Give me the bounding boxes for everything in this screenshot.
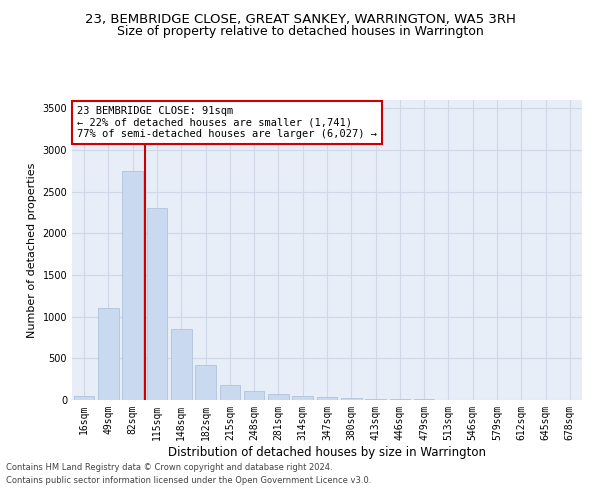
Text: Contains public sector information licensed under the Open Government Licence v3: Contains public sector information licen…: [6, 476, 371, 485]
Text: 23 BEMBRIDGE CLOSE: 91sqm
← 22% of detached houses are smaller (1,741)
77% of se: 23 BEMBRIDGE CLOSE: 91sqm ← 22% of detac…: [77, 106, 377, 139]
Bar: [292, 396, 313, 400]
Bar: [171, 329, 191, 400]
Text: 23, BEMBRIDGE CLOSE, GREAT SANKEY, WARRINGTON, WA5 3RH: 23, BEMBRIDGE CLOSE, GREAT SANKEY, WARRI…: [85, 12, 515, 26]
Bar: [122, 171, 143, 400]
Bar: [244, 391, 265, 400]
Text: Size of property relative to detached houses in Warrington: Size of property relative to detached ho…: [116, 25, 484, 38]
Bar: [317, 397, 337, 400]
Bar: [365, 399, 386, 400]
Bar: [98, 308, 119, 400]
Bar: [74, 396, 94, 400]
Bar: [146, 208, 167, 400]
Y-axis label: Number of detached properties: Number of detached properties: [27, 162, 37, 338]
Text: Contains HM Land Registry data © Crown copyright and database right 2024.: Contains HM Land Registry data © Crown c…: [6, 464, 332, 472]
Bar: [341, 398, 362, 400]
Bar: [389, 399, 410, 400]
X-axis label: Distribution of detached houses by size in Warrington: Distribution of detached houses by size …: [168, 446, 486, 458]
Bar: [220, 385, 240, 400]
Bar: [268, 394, 289, 400]
Bar: [195, 365, 216, 400]
